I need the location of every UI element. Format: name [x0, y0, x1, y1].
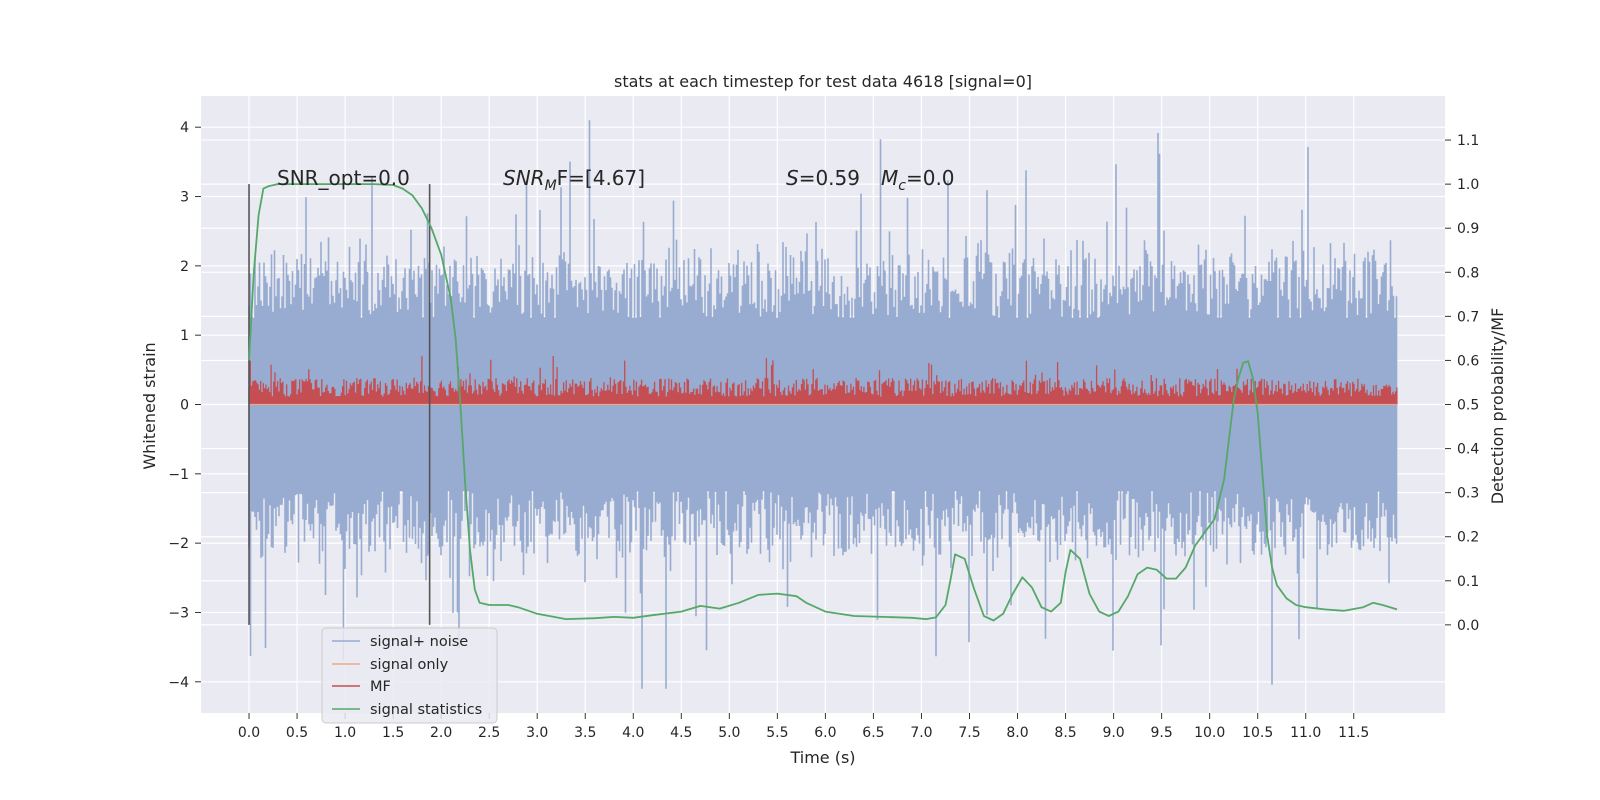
x-tick-label: 8.0	[1006, 725, 1028, 741]
x-tick-label: 4.5	[670, 725, 692, 741]
x-tick-label: 11.0	[1290, 725, 1321, 741]
x-axis-label: Time (s)	[789, 748, 855, 767]
y-right-tick-label: 0.0	[1457, 618, 1479, 634]
x-tick-label: 1.5	[382, 725, 404, 741]
y-left-tick-label: −4	[168, 675, 189, 691]
annotation-snr-mf: SNRMF=[4.67]	[503, 166, 645, 194]
y-left-tick-label: −3	[168, 605, 189, 621]
annotation-s: S=0.59	[786, 166, 860, 190]
annotation-snr-opt: SNR_opt=0.0	[277, 166, 410, 190]
y-right-tick-label: 0.4	[1457, 442, 1479, 458]
annotation-snr-mf-rest: F=[4.67]	[557, 166, 645, 190]
y-left-tick-label: 1	[180, 328, 189, 344]
legend: signal+ noise signal only MF signal stat…	[321, 627, 498, 724]
series-signal-statistics	[248, 183, 1398, 622]
y-left-tick-label: 2	[180, 259, 189, 275]
x-tick-label: 10.0	[1194, 725, 1225, 741]
signal-statistics-line	[248, 183, 1398, 622]
legend-label-mf: MF	[370, 679, 391, 695]
x-tick-label: 0.0	[238, 725, 260, 741]
y-right-tick-label: 0.9	[1457, 221, 1479, 237]
legend-label-signal-only: signal only	[370, 657, 449, 673]
y-left-tick-label: 4	[180, 120, 189, 136]
axis-ticks: 0.0 0.5 1.0 1.5 2.0 2.5 3.0 3.5 4.0 4.5 5.0 5.5 6.0 6…	[168, 120, 1479, 741]
y-left-tick-label: 3	[180, 190, 189, 206]
y-right-tick-label: 1.1	[1457, 133, 1479, 149]
x-tick-label: 6.0	[814, 725, 836, 741]
legend-label-signal-statistics: signal statistics	[370, 702, 482, 718]
y-right-tick-label: 0.2	[1457, 530, 1479, 546]
y-right-tick-label: 0.1	[1457, 574, 1479, 590]
annotation-mc: Mc=0.0	[881, 166, 955, 194]
x-tick-label: 5.5	[766, 725, 788, 741]
y-right-tick-label: 0.5	[1457, 398, 1479, 414]
chart-title: stats at each timestep for test data 461…	[614, 72, 1032, 91]
y-right-tick-label: 0.8	[1457, 265, 1479, 281]
x-tick-label: 10.5	[1242, 725, 1273, 741]
x-tick-label: 9.0	[1102, 725, 1124, 741]
y-right-tick-label: 0.7	[1457, 309, 1479, 325]
x-tick-label: 5.0	[718, 725, 740, 741]
y-right-tick-label: 1.0	[1457, 177, 1479, 193]
x-tick-label: 8.5	[1054, 725, 1076, 741]
x-tick-label: 3.5	[574, 725, 596, 741]
x-tick-label: 7.5	[958, 725, 980, 741]
y-right-tick-label: 0.6	[1457, 353, 1479, 369]
y-right-tick-label: 0.3	[1457, 486, 1479, 502]
x-tick-label: 2.0	[430, 725, 452, 741]
vertical-markers	[248, 184, 431, 625]
x-tick-label: 9.5	[1150, 725, 1172, 741]
annotation-s-symbol: S	[786, 166, 799, 190]
annotation-s-value: =0.59	[799, 166, 860, 190]
x-tick-label: 3.0	[526, 725, 548, 741]
x-tick-label: 7.0	[910, 725, 932, 741]
annotation-snr-mf-main: SNR	[503, 166, 545, 190]
y-left-tick-label: 0	[180, 398, 189, 414]
legend-box	[321, 627, 498, 724]
x-tick-label: 0.5	[286, 725, 308, 741]
x-tick-label: 11.5	[1338, 725, 1369, 741]
annotation-mc-sub: c	[898, 178, 906, 194]
x-tick-label: 6.5	[862, 725, 884, 741]
y-left-tick-label: −1	[168, 467, 189, 483]
y-left-tick-label: −2	[168, 536, 189, 552]
x-tick-label: 4.0	[622, 725, 644, 741]
legend-label-signal-plus-noise: signal+ noise	[370, 634, 468, 650]
x-tick-label: 2.5	[478, 725, 500, 741]
x-tick-label: 1.0	[334, 725, 356, 741]
annotation-mc-main: M	[881, 166, 898, 190]
annotation-snr-mf-sub: M	[545, 178, 557, 194]
annotation-mc-value: =0.0	[906, 166, 955, 190]
y-axis-right-label: Detection probability/MF	[1488, 308, 1507, 505]
y-axis-left-label: Whitened strain	[140, 342, 159, 469]
